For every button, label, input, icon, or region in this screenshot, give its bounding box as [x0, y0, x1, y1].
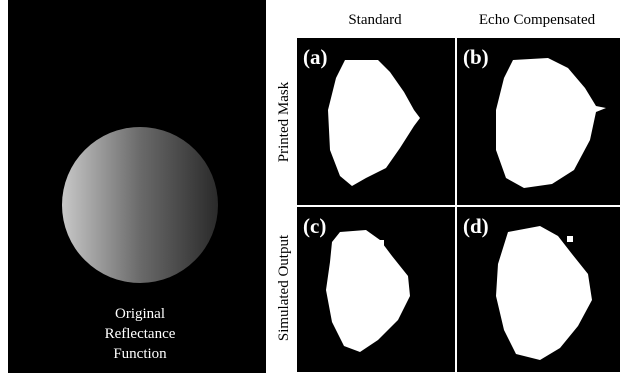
- panel-label: (a): [303, 45, 328, 69]
- panel-label: (b): [463, 45, 489, 69]
- caption-line: Function: [113, 346, 167, 362]
- row-header: Simulated Output: [276, 234, 292, 341]
- sphere: [62, 127, 218, 283]
- column-header: Echo Compensated: [479, 12, 596, 28]
- panel-grid: (a) (b) (c) (d): [297, 38, 620, 372]
- speck: [378, 240, 384, 246]
- row-header: Printed Mask: [276, 81, 292, 162]
- caption-line: Reflectance: [105, 326, 176, 342]
- figure: Original Reflectance Function Standard E…: [0, 0, 624, 379]
- panel-label: (d): [463, 214, 489, 238]
- panel-label: (c): [303, 214, 326, 238]
- column-header: Standard: [348, 12, 402, 28]
- speck: [567, 236, 573, 242]
- caption-line: Original: [115, 306, 165, 322]
